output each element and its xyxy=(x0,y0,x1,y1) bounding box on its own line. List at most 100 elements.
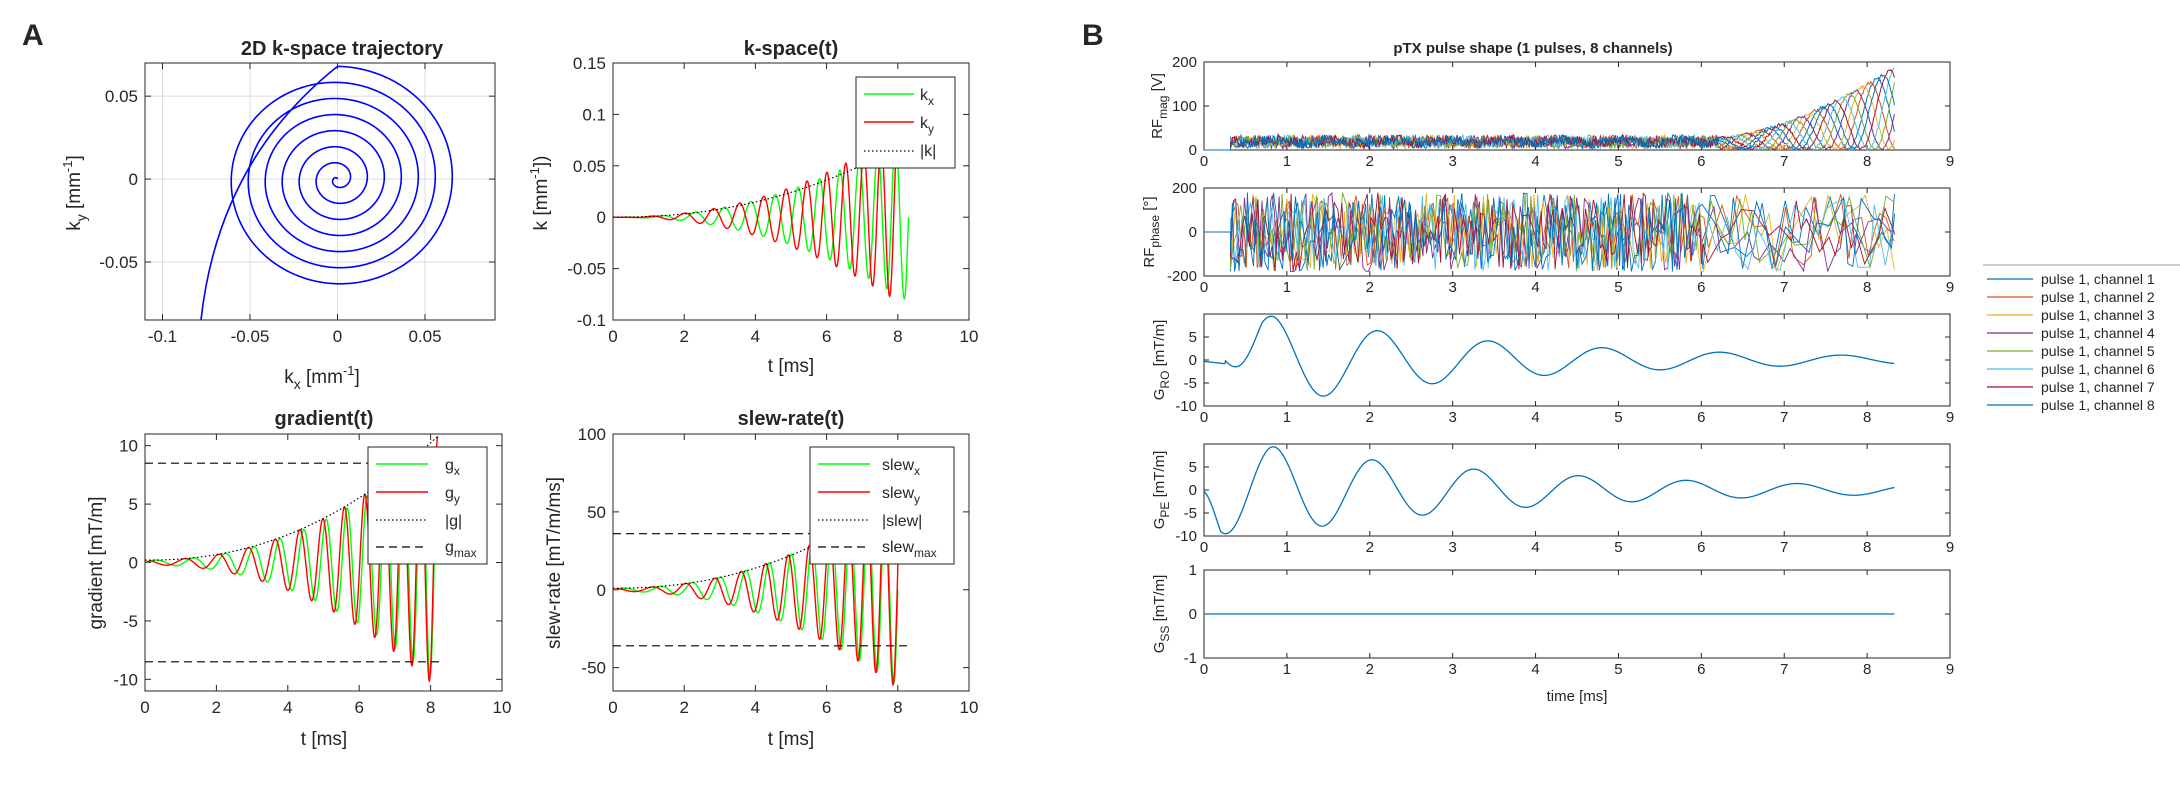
x-tick-label: 10 xyxy=(493,698,512,717)
x-tick-label: 9 xyxy=(1946,279,1954,296)
chart-title: gradient(t) xyxy=(275,408,374,430)
legend-gmag: |g| xyxy=(445,513,462,530)
y-axis-label: RFmag [V] xyxy=(1149,73,1170,139)
legend-channel-4: pulse 1, channel 4 xyxy=(2041,325,2155,341)
x-tick-label: 0 xyxy=(1200,279,1208,296)
x-tick-label: 2 xyxy=(1366,661,1374,678)
x-ticks: 0 1 2 3 4 5 6 7 8 9 xyxy=(1200,188,1954,296)
chart-kspace-time: k-space(t) 0 2 4 6 8 10 -0.1 -0.05 0 0.05 0.1 0.15… xyxy=(527,38,978,377)
spiral-trajectory xyxy=(200,65,454,321)
series-g-ro xyxy=(1203,315,1895,397)
x-ticks: 0 1 2 3 4 5 6 7 8 9 xyxy=(1200,62,1954,170)
x-tick-label: 9 xyxy=(1946,661,1954,678)
x-axis-label: t [ms] xyxy=(768,729,814,750)
x-tick-label: 8 xyxy=(893,327,902,346)
y-axis-label: GPE [mT/m] xyxy=(1151,451,1172,530)
y-tick-label: 0.15 xyxy=(573,54,606,73)
x-tick-label: 2 xyxy=(1366,409,1374,426)
y-axis-label: slew-rate [mT/m/ms] xyxy=(544,477,565,649)
legend-channel-6: pulse 1, channel 6 xyxy=(2041,361,2155,377)
y-axis-label: GRO [mT/m] xyxy=(1151,320,1172,401)
legend: kx ky |k| xyxy=(855,76,956,169)
y-ticks: -10 -5 0 5 10 xyxy=(113,437,502,689)
series-lines xyxy=(1203,446,1895,535)
y-tick-label: 10 xyxy=(119,437,138,456)
x-ticks: 0 1 2 3 4 5 6 7 8 9 xyxy=(1200,570,1954,678)
y-tick-label: -0.1 xyxy=(577,311,606,330)
x-tick-label: 7 xyxy=(1780,539,1788,556)
y-tick-label: 1 xyxy=(1189,562,1197,579)
legend-channel-8: pulse 1, channel 8 xyxy=(2041,397,2155,413)
x-ticks: 0 2 4 6 8 10 xyxy=(140,434,511,717)
x-tick-label: 9 xyxy=(1946,409,1954,426)
y-tick-label: 0.05 xyxy=(105,87,138,106)
x-tick-label: 8 xyxy=(1863,661,1871,678)
x-tick-label: 4 xyxy=(1531,661,1539,678)
y-tick-label: 0 xyxy=(1189,352,1197,369)
y-tick-label: -50 xyxy=(581,659,606,678)
y-tick-label: 200 xyxy=(1172,180,1197,197)
plot-area xyxy=(144,62,496,321)
x-tick-label: -0.05 xyxy=(231,327,270,346)
x-tick-label: 5 xyxy=(1614,279,1622,296)
x-tick-label: 8 xyxy=(893,698,902,717)
x-tick-label: 4 xyxy=(1531,539,1539,556)
chart-kspace-trajectory: 2D k-space trajectory -0.1 -0.05 0 0.05 -0.… xyxy=(60,38,496,392)
legend-kmag: |k| xyxy=(920,143,936,160)
x-tick-label: 8 xyxy=(426,698,435,717)
y-tick-label: -1 xyxy=(1184,650,1197,667)
chart-slewrate-time: slew-rate(t) 0 2 4 6 8 10 -50 0 50 100 slewx sle… xyxy=(544,408,978,750)
y-tick-label: 0 xyxy=(1189,606,1197,623)
x-tick-label: 2 xyxy=(679,698,688,717)
chart-title: k-space(t) xyxy=(744,38,838,60)
x-tick-label: 1 xyxy=(1283,279,1291,296)
legend-channel-1: pulse 1, channel 1 xyxy=(2041,271,2155,287)
legend: slewx slewy |slew| slewmax xyxy=(809,446,955,565)
x-tick-label: 8 xyxy=(1863,539,1871,556)
chart-title-ptx: pTX pulse shape (1 pulses, 8 channels) xyxy=(1393,40,1672,57)
x-tick-label: 4 xyxy=(1531,279,1539,296)
panel-letter-b: B xyxy=(1082,19,1104,52)
x-tick-label: 6 xyxy=(1697,153,1705,170)
y-tick-label: -10 xyxy=(1175,528,1197,545)
x-tick-label: 9 xyxy=(1946,539,1954,556)
x-tick-label: 4 xyxy=(1531,153,1539,170)
x-tick-label: 5 xyxy=(1614,661,1622,678)
y-tick-label: -0.05 xyxy=(99,253,138,272)
x-tick-label: 7 xyxy=(1780,153,1788,170)
series-|slew| xyxy=(613,492,902,589)
x-tick-label: 6 xyxy=(822,327,831,346)
y-tick-label: 5 xyxy=(1189,459,1197,476)
x-tick-label: 2 xyxy=(1366,539,1374,556)
y-tick-label: 0 xyxy=(1189,142,1197,159)
x-ticks: 0 1 2 3 4 5 6 7 8 9 xyxy=(1200,444,1954,556)
x-tick-label: 2 xyxy=(679,327,688,346)
y-tick-label: 0 xyxy=(1189,224,1197,241)
x-tick-label: 6 xyxy=(1697,539,1705,556)
x-tick-label: 3 xyxy=(1448,279,1456,296)
x-tick-label: 7 xyxy=(1780,279,1788,296)
y-tick-label: -10 xyxy=(1175,398,1197,415)
legend-channel-2: pulse 1, channel 2 xyxy=(2041,289,2155,305)
x-tick-label: 8 xyxy=(1863,409,1871,426)
x-tick-label: -0.1 xyxy=(148,327,177,346)
x-axis-label: kx [mm-1] xyxy=(284,363,360,392)
x-tick-label: 3 xyxy=(1448,539,1456,556)
y-ticks: -10 -5 0 5 xyxy=(1175,459,1950,545)
y-ticks: -0.1 -0.05 0 0.05 0.1 0.15 xyxy=(567,54,969,330)
y-tick-label: 0 xyxy=(129,554,138,573)
series-slew_y xyxy=(613,488,903,687)
x-ticks: 0 1 2 3 4 5 6 7 8 9 xyxy=(1200,314,1954,426)
y-axis-label: GSS [mT/m] xyxy=(1151,575,1172,654)
x-tick-label: 6 xyxy=(354,698,363,717)
x-tick-label: 3 xyxy=(1448,661,1456,678)
x-tick-label: 7 xyxy=(1780,661,1788,678)
x-tick-label: 8 xyxy=(1863,279,1871,296)
x-axis-label: t [ms] xyxy=(301,729,347,750)
x-tick-label: 0.05 xyxy=(408,327,441,346)
x-tick-label: 0 xyxy=(608,327,617,346)
y-tick-label: 0 xyxy=(597,581,606,600)
